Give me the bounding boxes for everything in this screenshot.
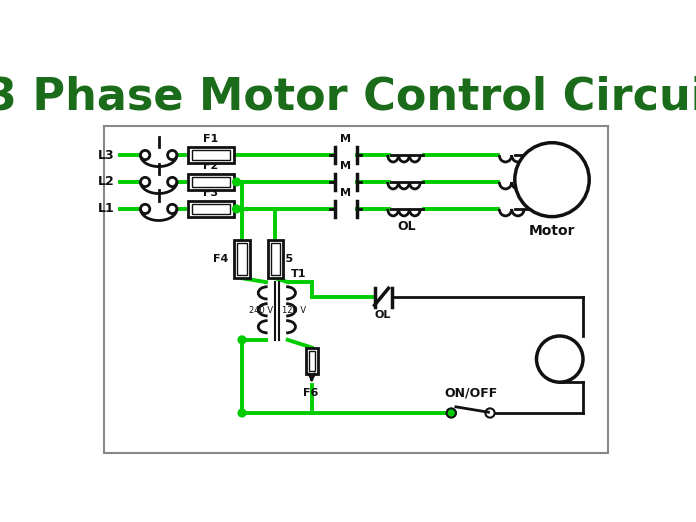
Circle shape [447,408,456,418]
Bar [306,348,318,374]
Text: L2: L2 [98,175,115,188]
Bar [267,240,283,278]
Circle shape [232,178,240,186]
Bar [192,150,230,160]
Circle shape [168,150,177,160]
Text: L3: L3 [98,149,115,161]
Circle shape [141,177,150,186]
Text: F5: F5 [278,254,294,264]
Circle shape [485,408,495,418]
Circle shape [168,204,177,213]
Text: M: M [340,188,351,198]
Circle shape [141,150,150,160]
Bar [188,147,235,163]
Text: ON/OFF: ON/OFF [444,386,497,399]
Text: OL: OL [375,310,391,320]
Text: F2: F2 [203,161,219,171]
Text: OFF: OFF [540,175,564,185]
Text: M: M [340,161,351,171]
Bar [308,351,315,372]
Text: F1: F1 [203,134,219,144]
Text: F3: F3 [203,188,219,198]
Text: M: M [550,350,569,369]
Circle shape [238,336,246,343]
Bar [192,204,230,215]
Bar [192,176,230,187]
Bar [237,243,246,275]
Bar [188,174,235,189]
Circle shape [141,204,150,213]
Text: F4: F4 [213,254,228,264]
Text: L1: L1 [98,203,115,216]
Circle shape [515,143,590,217]
Bar [104,126,608,453]
Text: T1: T1 [291,269,306,279]
Bar [271,243,280,275]
Circle shape [238,409,246,417]
Bar [235,240,250,278]
Text: Motor: Motor [529,224,576,239]
Text: 3 Phase Motor Control Circuit: 3 Phase Motor Control Circuit [0,75,696,118]
Text: OL: OL [397,220,416,233]
Text: 120 V: 120 V [282,306,306,315]
Circle shape [537,336,583,382]
Text: M: M [340,134,351,144]
Text: 240 V: 240 V [249,306,274,315]
Text: F6: F6 [303,388,318,398]
Circle shape [232,205,240,213]
Circle shape [168,177,177,186]
Bar [188,201,235,217]
